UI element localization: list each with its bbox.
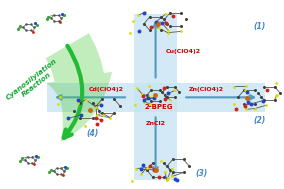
Text: (3): (3) — [195, 169, 207, 178]
FancyArrowPatch shape — [57, 95, 125, 100]
Text: Zn(ClO4)2: Zn(ClO4)2 — [189, 87, 224, 92]
Text: (1): (1) — [253, 22, 265, 31]
FancyArrowPatch shape — [153, 23, 158, 77]
Text: (2): (2) — [253, 116, 265, 125]
FancyArrowPatch shape — [45, 33, 112, 141]
Text: Cyanosilylation
Reaction: Cyanosilylation Reaction — [5, 58, 63, 107]
FancyArrowPatch shape — [46, 33, 112, 142]
Text: Cd(ClO4)2: Cd(ClO4)2 — [88, 87, 123, 92]
Text: (4): (4) — [86, 129, 98, 138]
Bar — [134, 14, 177, 180]
Bar — [47, 83, 265, 112]
FancyArrowPatch shape — [64, 46, 82, 138]
Text: ZnCl2: ZnCl2 — [146, 121, 166, 126]
FancyArrowPatch shape — [186, 95, 254, 100]
Text: 2-BPEG: 2-BPEG — [144, 104, 173, 110]
FancyArrowPatch shape — [153, 117, 158, 172]
Text: Cu(ClO4)2: Cu(ClO4)2 — [166, 50, 201, 54]
